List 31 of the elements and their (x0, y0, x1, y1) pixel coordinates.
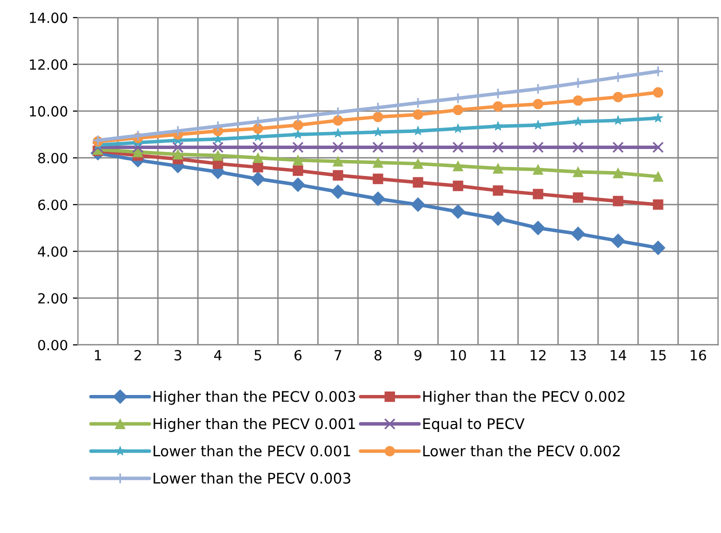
y-tick-label: 12.00 (30, 59, 68, 70)
y-tick-label: 4.00 (38, 246, 68, 257)
x-tick-label: 5 (254, 350, 262, 360)
legend-label: Lower than the PECV 0.002 (423, 445, 620, 456)
x-tick-label: 11 (490, 350, 506, 360)
legend-label: Lower than the PECV 0.001 (154, 445, 350, 456)
x-tick-label: 3 (174, 350, 182, 360)
x-tick-label: 2 (134, 350, 141, 360)
x-tick-label: 16 (690, 350, 706, 360)
y-tick-label: 14.00 (30, 12, 68, 24)
x-tick-label: 8 (374, 350, 382, 360)
y-tick-label: 0.00 (38, 340, 68, 350)
y-tick-label: 2.00 (38, 293, 68, 304)
x-tick-label: 14 (610, 350, 626, 360)
legend-label: Equal to PECV (423, 418, 525, 432)
x-tick-label: 9 (414, 350, 422, 360)
legend-label: Higher than the PECV 0.003 (154, 390, 356, 405)
legend-label: Higher than the PECV 0.002 (423, 390, 624, 405)
x-tick-label: 12 (530, 350, 546, 360)
x-tick-label: 7 (334, 350, 342, 360)
y-tick-label: 6.00 (38, 200, 68, 210)
x-tick-label: 6 (294, 350, 302, 360)
y-tick-label: 8.00 (38, 152, 68, 164)
x-tick-label: 1 (94, 350, 102, 360)
x-tick-label: 10 (450, 350, 466, 360)
x-tick-label: 15 (650, 350, 666, 360)
y-tick-label: 10.00 (30, 106, 68, 117)
x-tick-label: 4 (214, 350, 222, 360)
legend-label: Lower than the PECV 0.003 (154, 472, 350, 484)
legend-label: Higher than the PECV 0.001 (154, 418, 355, 432)
x-tick-label: 13 (570, 350, 586, 360)
